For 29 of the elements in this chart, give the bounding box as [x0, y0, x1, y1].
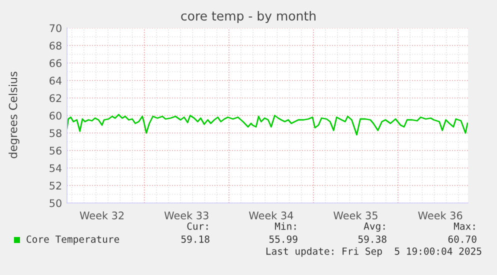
text: 55.99 [269, 235, 298, 243]
y-tick-label: 68 [50, 42, 62, 50]
x-tick-label: Week 34 [248, 211, 294, 220]
text: 60.70 [448, 235, 476, 243]
text: Last update: Fri Sep 5 19:00:04 2025 [266, 247, 482, 257]
y-tick-label: 52 [50, 182, 62, 190]
y-tick-label: 54 [50, 164, 62, 172]
y-tick-label: 70 [50, 24, 62, 32]
text: Max: [454, 222, 475, 230]
legend-label: Core Temperature [26, 235, 120, 245]
text: Avg: [364, 222, 385, 232]
y-tick-label: 66 [50, 59, 62, 68]
text: 59.18 [181, 235, 210, 243]
x-tick-label: Week 33 [164, 211, 208, 220]
y-tick-label: 64 [50, 76, 62, 85]
y-tick-label: 62 [50, 94, 62, 102]
y-tick-label: 60 [50, 112, 62, 120]
text: 59.38 [358, 235, 386, 243]
chart-title: core temp - by month [181, 10, 316, 24]
text: Min: [274, 222, 296, 230]
x-tick-label: Week 35 [334, 211, 378, 220]
y-tick-label: 58 [50, 129, 62, 138]
text: Cur: [187, 222, 208, 230]
x-tick-label: Week 32 [80, 211, 124, 220]
line-series [67, 114, 468, 136]
x-tick-label: Week 36 [418, 211, 462, 220]
y-tick-label: 50 [50, 199, 62, 208]
y-tick-label: 56 [50, 146, 62, 155]
y-axis-title: degrees Celsius [8, 72, 20, 158]
